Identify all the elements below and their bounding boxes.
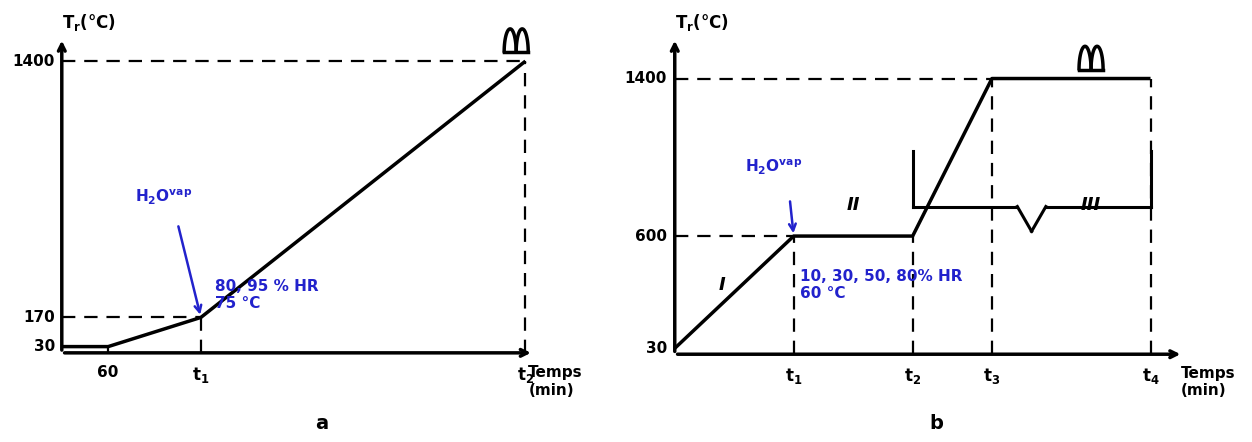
Text: b: b xyxy=(929,414,943,433)
Text: Temps
(min): Temps (min) xyxy=(1181,366,1236,398)
Text: Temps
(min): Temps (min) xyxy=(528,366,583,398)
Text: 1400: 1400 xyxy=(13,53,55,69)
Text: 10, 30, 50, 80% HR
60 °C: 10, 30, 50, 80% HR 60 °C xyxy=(800,269,962,301)
Text: $\mathbf{t_2}$: $\mathbf{t_2}$ xyxy=(517,366,535,385)
Text: $\mathbf{t_1}$: $\mathbf{t_1}$ xyxy=(193,366,209,385)
Text: $\mathbf{H_2O^{vap}}$: $\mathbf{H_2O^{vap}}$ xyxy=(745,158,803,177)
Text: $\mathbf{t_2}$: $\mathbf{t_2}$ xyxy=(904,366,921,386)
Text: a: a xyxy=(316,414,328,433)
Text: 60: 60 xyxy=(98,366,119,381)
Text: 80, 95 % HR
75 °C: 80, 95 % HR 75 °C xyxy=(215,279,318,311)
Text: II: II xyxy=(846,195,860,213)
Text: $\mathbf{t_3}$: $\mathbf{t_3}$ xyxy=(983,366,1000,386)
Text: $\mathbf{H_2O^{vap}}$: $\mathbf{H_2O^{vap}}$ xyxy=(135,188,193,207)
Text: $\mathbf{t_1}$: $\mathbf{t_1}$ xyxy=(785,366,803,386)
Text: 1400: 1400 xyxy=(625,71,667,86)
Text: $\mathbf{t_4}$: $\mathbf{t_4}$ xyxy=(1142,366,1159,386)
Text: I: I xyxy=(719,276,726,294)
Text: $\mathbf{T_r(°C)}$: $\mathbf{T_r(°C)}$ xyxy=(61,12,115,33)
Text: 170: 170 xyxy=(23,310,55,325)
Text: 30: 30 xyxy=(34,339,55,354)
Text: 600: 600 xyxy=(635,229,667,244)
Text: III: III xyxy=(1080,195,1102,213)
Text: 30: 30 xyxy=(646,341,667,356)
Text: $\mathbf{T_r(°C)}$: $\mathbf{T_r(°C)}$ xyxy=(675,12,729,33)
